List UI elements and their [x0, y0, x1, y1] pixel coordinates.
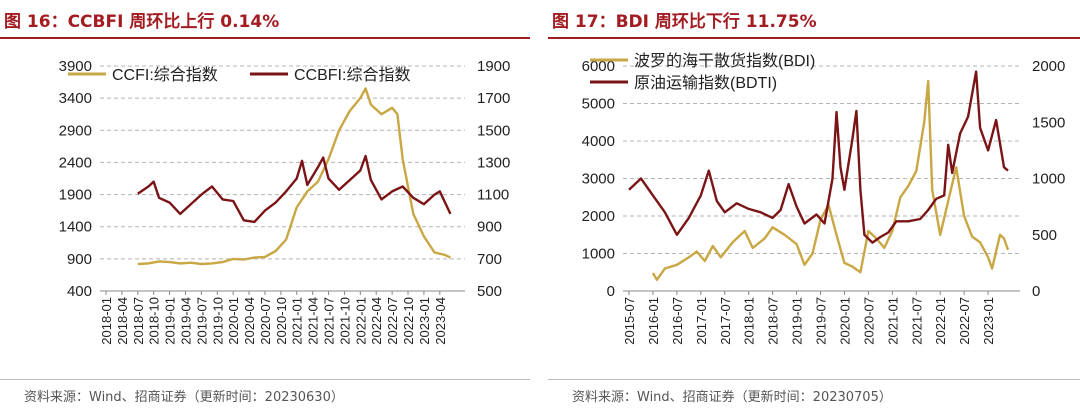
x-tick-label: 2022-07 [385, 297, 400, 345]
y-left-tick-label: 2400 [59, 154, 92, 171]
series-line-gold [137, 87, 451, 266]
x-tick-label: 2016-01 [646, 297, 661, 345]
y-right-tick-label: 1700 [477, 90, 510, 107]
x-tick-label: 2020-01 [226, 297, 241, 345]
y-left-tick-label: 400 [67, 283, 92, 300]
x-tick-label: 2019-01 [163, 297, 178, 345]
x-tick-label: 2020-07 [861, 297, 876, 345]
chart-title: 图 17：BDI 周环比下行 11.75% [552, 12, 817, 32]
x-tick-label: 2018-07 [131, 297, 146, 345]
x-tick-label: 2021-07 [322, 297, 337, 345]
y-right-tick-label: 700 [477, 251, 502, 268]
x-tick-label: 2017-01 [694, 297, 709, 345]
y-right-tick-label: 1500 [1032, 114, 1065, 131]
y-left-tick-label: 900 [67, 251, 92, 268]
series-line-gold [651, 79, 1010, 281]
y-right-tick-label: 1100 [477, 187, 509, 204]
y-right-tick-label: 1900 [477, 58, 510, 75]
ccbfi-line-chart: 3900 3400 2900 2400 1900 1400 900 400 1900 1700 15… [59, 58, 511, 345]
y-left-tick-label: 1400 [59, 219, 92, 236]
x-tick-label: 2019-04 [178, 297, 193, 345]
series-line-maroon [628, 70, 1009, 244]
x-tick-label: 2020-07 [258, 297, 273, 345]
legend-label: 波罗的海干散货指数(BDI) [634, 52, 815, 70]
source-note: 资料来源：Wind、招商证券（更新时间：20230705） [572, 390, 892, 405]
x-tick-label: 2021-04 [306, 297, 321, 345]
x-tick-label: 2019-10 [210, 297, 225, 345]
x-tick-label: 2021-01 [290, 297, 305, 345]
x-tick-label: 2021-10 [337, 297, 352, 345]
x-tick-label: 2018-07 [766, 297, 781, 345]
y-right-tick-label: 500 [1032, 227, 1057, 244]
x-tick-label: 2023-01 [981, 297, 996, 345]
y-left-tick-label: 5000 [582, 96, 615, 113]
y-left-tick-label: 4000 [582, 133, 615, 150]
y-left-tick-label: 3000 [582, 171, 615, 188]
y-right-tick-label: 500 [477, 283, 502, 300]
y-right-tick-label: 1300 [477, 154, 510, 171]
x-tick-label: 2023-04 [433, 297, 448, 345]
y-left-tick-label: 1900 [59, 187, 92, 204]
title-divider [0, 37, 530, 39]
source-divider [0, 379, 530, 380]
y-left-tick-label: 3900 [59, 58, 92, 75]
legend-label: CCBFI:综合指数 [294, 66, 410, 84]
title-divider [548, 37, 1080, 39]
y-left-tick-label: 3400 [59, 90, 92, 107]
x-tick-label: 2018-10 [147, 297, 162, 345]
x-tick-label: 2020-04 [242, 297, 257, 345]
x-tick-label: 2018-01 [99, 297, 114, 345]
x-tick-label: 2022-01 [353, 297, 368, 345]
x-tick-label: 2020-01 [837, 297, 852, 345]
y-left-tick-label: 2000 [582, 208, 615, 225]
x-tick-label: 2019-07 [194, 297, 209, 345]
y-right-tick-label: 1000 [1032, 171, 1065, 188]
y-right-tick-label: 1500 [477, 122, 510, 139]
x-tick-label: 2016-07 [670, 297, 685, 345]
x-tick-label: 2023-01 [417, 297, 432, 345]
y-right-tick-label: 2000 [1032, 58, 1065, 75]
y-right-tick-label: 900 [477, 219, 502, 236]
chart-title: 图 16：CCBFI 周环比上行 0.14% [4, 12, 280, 32]
x-tick-label: 2022-01 [933, 297, 948, 345]
x-tick-label: 2018-04 [115, 297, 130, 345]
x-tick-label: 2018-01 [742, 297, 757, 345]
source-note: 资料来源：Wind、招商证券（更新时间：20230630） [24, 390, 344, 405]
y-left-tick-label: 2900 [59, 122, 92, 139]
x-tick-label: 2020-10 [274, 297, 289, 345]
x-tick-label: 2022-04 [369, 297, 384, 345]
chart-panel-ccbfi: 图 16：CCBFI 周环比上行 0.14% 3900 3400 2900 2400 1… [0, 0, 530, 416]
x-tick-label: 2017-07 [718, 297, 733, 345]
series-line-maroon [137, 154, 452, 224]
y-left-tick-label: 0 [607, 283, 615, 300]
y-left-tick-label: 6000 [582, 58, 615, 75]
x-tick-label: 2021-07 [909, 297, 924, 345]
y-left-tick-label: 1000 [582, 246, 615, 263]
bdi-line-chart: 6000500040003000200010000200015001000500… [582, 52, 1066, 345]
x-tick-label: 2019-07 [814, 297, 829, 345]
source-divider [548, 379, 1080, 380]
chart-panel-bdi: 图 17：BDI 周环比下行 11.75% 6000 5000 4000 3000 20… [548, 0, 1080, 416]
x-tick-label: 2021-01 [885, 297, 900, 345]
x-tick-label: 2019-01 [790, 297, 805, 345]
legend-label: CCFI:综合指数 [112, 66, 218, 84]
x-tick-label: 2022-07 [957, 297, 972, 345]
x-tick-label: 2015-07 [622, 297, 637, 345]
y-right-tick-label: 0 [1032, 283, 1040, 300]
legend-label: 原油运输指数(BDTI) [634, 74, 777, 92]
x-tick-label: 2022-10 [401, 297, 416, 345]
